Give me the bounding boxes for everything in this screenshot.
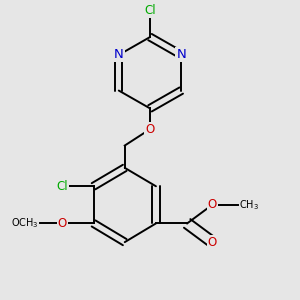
Text: O: O bbox=[208, 198, 217, 211]
Text: OCH$_3$: OCH$_3$ bbox=[11, 217, 38, 230]
Text: N: N bbox=[114, 48, 124, 62]
Text: O: O bbox=[208, 236, 217, 249]
Text: O: O bbox=[146, 123, 154, 136]
Text: Cl: Cl bbox=[56, 180, 68, 193]
Text: O: O bbox=[58, 217, 67, 230]
Text: CH$_3$: CH$_3$ bbox=[239, 198, 259, 212]
Text: Cl: Cl bbox=[144, 4, 156, 17]
Text: N: N bbox=[176, 48, 186, 62]
